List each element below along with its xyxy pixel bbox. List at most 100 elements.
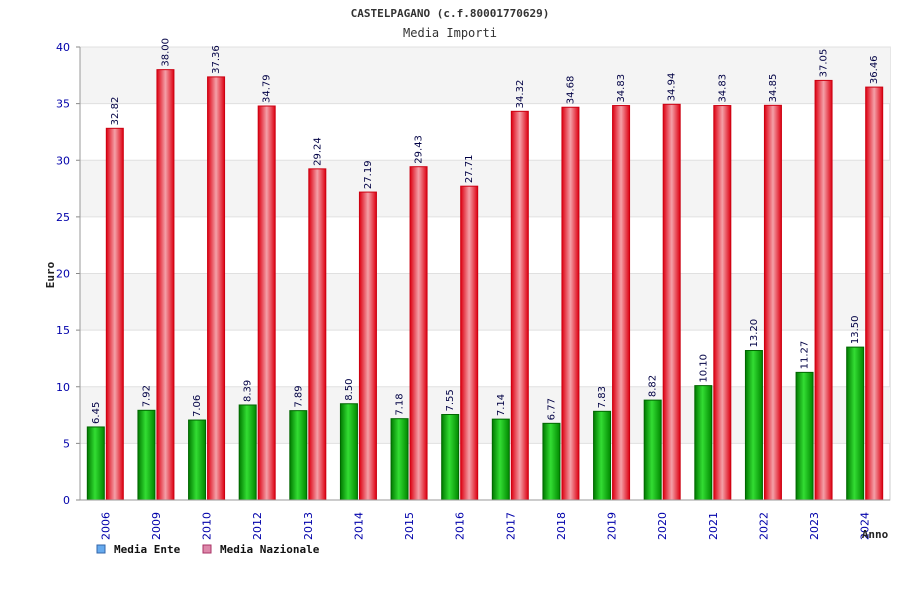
data-label-media-nazionale: 36.46 <box>869 55 880 84</box>
bar-media-nazionale <box>814 79 833 501</box>
x-axis-ticks: 2006 2009 2010 2012 2013 2014 2015 2016 2017 2018… <box>99 512 871 540</box>
y-tick-label: 15 <box>56 324 70 337</box>
data-label-media-ente: 7.06 <box>192 395 203 417</box>
x-tick-label: 2015 <box>403 512 416 540</box>
chart-title: CASTELPAGANO (c.f.80001770629) <box>351 7 550 20</box>
bar-media-ente <box>593 410 612 501</box>
bar-media-nazionale <box>156 69 175 501</box>
bar-media-ente <box>289 410 308 501</box>
y-axis-label: Euro <box>44 261 57 288</box>
data-label-media-nazionale: 27.19 <box>363 160 374 189</box>
data-label-media-ente: 7.14 <box>496 394 507 416</box>
bar-media-nazionale <box>713 105 732 501</box>
x-tick-label: 2021 <box>707 512 720 540</box>
bar-media-nazionale <box>358 191 377 501</box>
bar-media-ente <box>238 404 257 501</box>
bar-media-nazionale <box>865 86 884 501</box>
bar-media-nazionale <box>207 76 226 501</box>
data-label-media-nazionale: 34.83 <box>616 74 627 103</box>
y-tick-label: 30 <box>56 154 70 167</box>
bar-media-nazionale <box>561 106 580 501</box>
data-label-media-nazionale: 34.83 <box>717 74 728 103</box>
y-axis-ticks: 0 5 10 15 20 25 30 35 40 <box>56 41 890 507</box>
legend-swatch-media-ente <box>96 544 106 554</box>
x-tick-label: 2014 <box>352 512 365 540</box>
x-tick-label: 2018 <box>555 512 568 540</box>
y-tick-label: 10 <box>56 381 70 394</box>
bar-media-nazionale <box>257 105 276 501</box>
data-label-media-ente: 11.27 <box>800 341 811 370</box>
bar-media-ente <box>846 346 865 501</box>
data-label-media-ente: 10.10 <box>698 354 709 383</box>
data-label-media-nazionale: 29.43 <box>414 135 425 164</box>
data-label-media-ente: 8.82 <box>648 375 659 397</box>
legend: Media Ente Media Nazionale <box>96 543 320 556</box>
bar-media-ente <box>188 419 207 501</box>
data-label-media-ente: 13.20 <box>749 319 760 348</box>
bar-media-ente <box>86 426 105 501</box>
data-label-media-ente: 6.77 <box>546 398 557 420</box>
legend-label-media-nazionale: Media Nazionale <box>220 543 320 556</box>
legend-swatch-media-nazionale <box>202 544 212 554</box>
x-tick-label: 2009 <box>150 512 163 540</box>
y-tick-label: 5 <box>63 437 70 450</box>
y-tick-label: 25 <box>56 211 70 224</box>
y-tick-label: 35 <box>56 98 70 111</box>
bar-media-ente <box>694 385 713 501</box>
data-label-media-nazionale: 38.00 <box>160 38 171 67</box>
bar-media-ente <box>744 350 763 501</box>
data-label-media-nazionale: 34.94 <box>667 73 678 102</box>
bar-media-nazionale <box>612 105 631 501</box>
x-axis-label: Anno <box>862 528 889 541</box>
legend-label-media-ente: Media Ente <box>114 543 181 556</box>
y-tick-label: 40 <box>56 41 70 54</box>
bar-media-ente <box>491 418 510 501</box>
bar-media-ente <box>441 413 460 501</box>
data-label-media-ente: 6.45 <box>91 402 102 424</box>
bar-media-nazionale <box>308 168 327 501</box>
y-tick-label: 20 <box>56 268 70 281</box>
data-label-media-nazionale: 34.79 <box>262 74 273 103</box>
bar-media-nazionale <box>460 185 479 501</box>
data-label-media-nazionale: 29.24 <box>312 137 323 166</box>
x-tick-label: 2024 <box>859 512 872 540</box>
bar-media-nazionale <box>763 104 782 501</box>
data-label-media-nazionale: 34.85 <box>768 74 779 103</box>
bar-media-nazionale <box>510 110 529 501</box>
data-label-media-nazionale: 34.68 <box>565 76 576 105</box>
x-tick-label: 2006 <box>99 512 112 540</box>
x-tick-label: 2012 <box>251 512 264 540</box>
bar-media-ente <box>339 403 358 501</box>
data-label-media-ente: 7.89 <box>293 385 304 407</box>
x-tick-label: 2020 <box>656 512 669 540</box>
x-tick-label: 2013 <box>302 512 315 540</box>
data-label-media-ente: 7.55 <box>445 389 456 411</box>
data-label-media-ente: 7.92 <box>141 385 152 407</box>
bar-media-nazionale <box>409 166 428 501</box>
x-tick-label: 2016 <box>454 512 467 540</box>
bar-media-nazionale <box>662 103 681 501</box>
data-label-media-ente: 7.18 <box>395 393 406 415</box>
bar-media-ente <box>542 422 561 501</box>
data-label-media-ente: 8.39 <box>243 380 254 402</box>
x-tick-label: 2022 <box>757 512 770 540</box>
x-tick-label: 2023 <box>808 512 821 540</box>
data-label-media-ente: 13.50 <box>850 315 861 344</box>
data-label-media-nazionale: 37.36 <box>211 45 222 74</box>
bar-media-ente <box>643 399 662 501</box>
chart-subtitle: Media Importi <box>403 26 497 40</box>
bar-media-ente <box>795 371 814 501</box>
bars-group: 6.45 32.82 7.92 38.00 7.06 37.36 8.39 34.79 7.89… <box>86 38 884 501</box>
y-tick-label: 0 <box>63 494 70 507</box>
data-label-media-ente: 7.83 <box>597 386 608 408</box>
x-tick-label: 2017 <box>504 512 517 540</box>
x-tick-label: 2010 <box>201 512 214 540</box>
bar-media-ente <box>390 418 409 501</box>
x-tick-label: 2019 <box>606 512 619 540</box>
data-label-media-nazionale: 34.32 <box>515 80 526 109</box>
data-label-media-nazionale: 32.82 <box>110 97 121 126</box>
data-label-media-nazionale: 27.71 <box>464 155 475 184</box>
bar-media-ente <box>137 409 156 501</box>
